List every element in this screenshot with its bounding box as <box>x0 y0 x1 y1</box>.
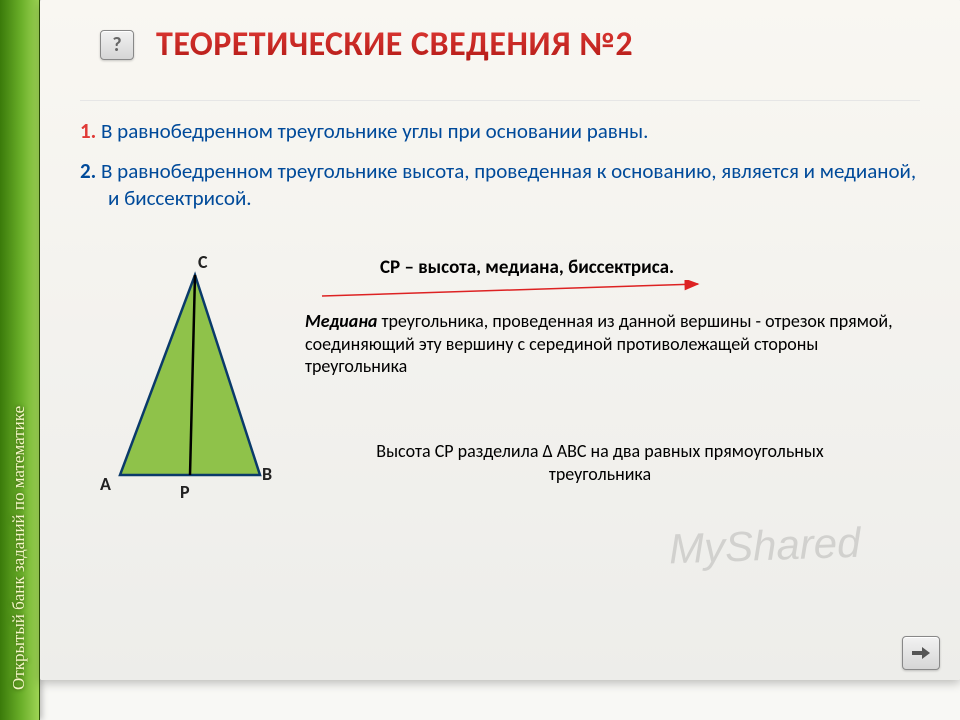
help-icon: ? <box>112 33 121 57</box>
point-2-number: 2. <box>80 158 96 184</box>
arrow-icon <box>320 280 705 300</box>
cp-caption: СР – высота, медиана, биссектриса. <box>380 256 674 279</box>
title-row: ? ТЕОРЕТИЧЕСКИЕ СВЕДЕНИЯ №2 <box>100 24 633 65</box>
theory-point-2: 2. В равнобедренном треугольнике высота,… <box>80 158 930 213</box>
sidebar-title: Открытый банк заданий по математике <box>9 406 29 690</box>
next-button[interactable] <box>902 636 940 670</box>
point-2-text: В равнобедренном треугольнике высота, пр… <box>101 158 916 211</box>
vertex-a-label: А <box>100 473 111 495</box>
page-title: ТЕОРЕТИЧЕСКИЕ СВЕДЕНИЯ №2 <box>156 24 633 65</box>
watermark: MyShared <box>668 519 861 574</box>
sidebar: Открытый банк заданий по математике <box>0 0 40 720</box>
vertex-b-label: В <box>262 463 272 485</box>
triangle-diagram: А В С Р <box>100 255 300 505</box>
arrow-right-icon <box>912 646 930 660</box>
vertex-p-label: Р <box>180 481 190 503</box>
point-1-text: В равнобедренном треугольнике углы при о… <box>101 118 648 144</box>
point-1-number: 1. <box>80 118 96 144</box>
vertex-c-label: С <box>198 251 208 273</box>
height-statement: Высота СР разделила Δ АВС на два равных … <box>350 440 850 487</box>
median-text: треугольника, проведенная из данной верш… <box>305 310 893 377</box>
slide: ? ТЕОРЕТИЧЕСКИЕ СВЕДЕНИЯ №2 1. В равнобе… <box>40 0 960 680</box>
theory-point-1: 1. В равнобедренном треугольнике углы пр… <box>80 118 930 145</box>
divider <box>80 100 920 101</box>
help-button[interactable]: ? <box>100 30 134 60</box>
median-definition: Медиана треугольника, проведенная из дан… <box>305 310 900 378</box>
median-keyword: Медиана <box>305 310 377 332</box>
